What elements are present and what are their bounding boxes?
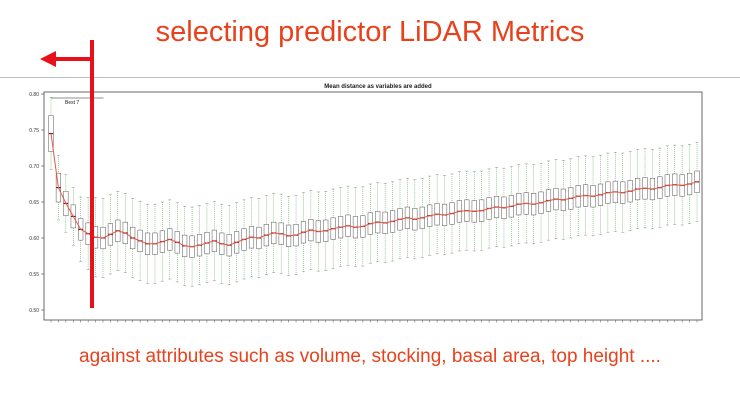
box-series (48, 97, 700, 287)
y-tick-label: 0.70 (29, 164, 39, 170)
y-tick-label: 0.50 (29, 308, 39, 314)
slide-caption: against attributes such as volume, stock… (79, 346, 661, 367)
x-axis (50, 320, 698, 323)
box-18 (174, 202, 180, 283)
median-trend-line (50, 133, 698, 248)
y-tick-label: 0.80 (29, 92, 39, 98)
box-35 (300, 192, 307, 273)
best-annotation: Best 7 (51, 97, 104, 106)
box-12 (130, 198, 136, 278)
title-divider (0, 77, 740, 78)
left-arrow-icon (40, 51, 56, 67)
chart-title: Mean distance as variables are added (324, 84, 432, 90)
arrow-overlay (40, 40, 94, 308)
y-tick-label: 0.60 (29, 236, 39, 242)
box-2 (55, 154, 61, 221)
plot-frame (43, 91, 703, 321)
box-26 (234, 202, 240, 283)
y-tick-label: 0.75 (29, 128, 39, 134)
y-tick-label: 0.65 (29, 200, 39, 206)
best-label: Best 7 (65, 100, 79, 106)
y-axis: 0.80 0.75 0.70 0.65 0.60 0.55 0.50 (29, 92, 44, 314)
y-tick-label: 0.55 (29, 272, 39, 278)
slide-title: selecting predictor LiDAR Metrics (155, 16, 585, 48)
box-13 (137, 201, 143, 281)
